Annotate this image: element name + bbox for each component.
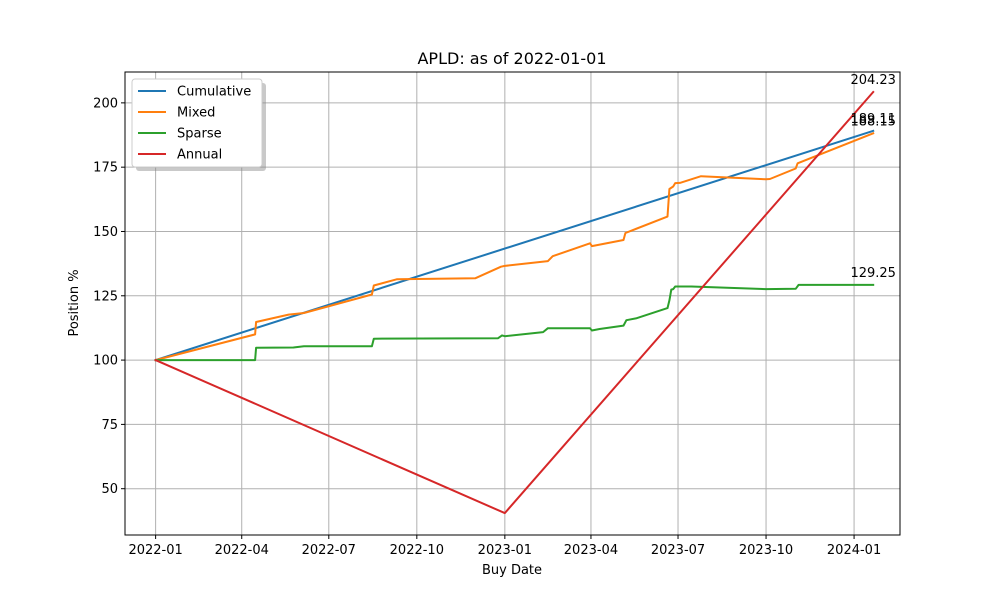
end-label-mixed: 188.15: [850, 114, 896, 129]
legend-box: [131, 78, 263, 168]
series-line-cumulative: [154, 129, 875, 362]
legend-label: Sparse: [177, 127, 222, 142]
legend-label: Mixed: [177, 106, 215, 121]
x-tick-label: 2022-01: [128, 543, 182, 558]
x-tick-label: 2023-04: [564, 543, 618, 558]
y-tick-label: 50: [101, 482, 118, 497]
end-label-sparse: 129.25: [850, 266, 896, 281]
y-axis-title: Position %: [67, 269, 82, 336]
x-tick-label: 2022-10: [390, 543, 444, 558]
x-tick-label: 2023-07: [651, 543, 705, 558]
x-tick-label: 2023-10: [739, 543, 793, 558]
legend-label: Cumulative: [177, 85, 251, 100]
x-tick-label: 2022-07: [302, 543, 356, 558]
y-tick-label: 175: [93, 161, 118, 176]
y-tick-label: 200: [93, 96, 118, 111]
y-tick-label: 150: [93, 225, 118, 240]
y-tick-label: 100: [93, 354, 118, 369]
x-axis-ticks: 2022-01 2022-04 2022-07 2022-10 2023-01 2023-…: [128, 535, 881, 558]
y-tick-label: 75: [101, 418, 118, 433]
series-line-annual: [154, 90, 875, 515]
chart-title: APLD: as of 2022-01-01: [417, 49, 606, 68]
x-tick-label: 2022-04: [215, 543, 269, 558]
series-line-sparse: [154, 283, 875, 362]
end-label-cumulative: 189.11: [850, 112, 896, 127]
x-tick-label: 2023-01: [478, 543, 532, 558]
end-label-annual: 204.23: [850, 73, 896, 88]
legend-entries: Cumulative Mixed Sparse Annual: [138, 85, 251, 163]
y-axis-ticks: 50 75 100 125 150 175 200: [93, 96, 125, 497]
series-layer: [154, 90, 875, 515]
plot-frame: [124, 71, 901, 536]
x-gridlines: [155, 72, 855, 535]
series-line-mixed: [154, 132, 875, 362]
y-tick-label: 125: [93, 289, 118, 304]
x-axis-title: Buy Date: [482, 563, 542, 578]
legend-label: Annual: [177, 148, 222, 163]
legend: Cumulative Mixed Sparse Annual: [131, 78, 266, 171]
x-tick-label: 2024-01: [827, 543, 881, 558]
